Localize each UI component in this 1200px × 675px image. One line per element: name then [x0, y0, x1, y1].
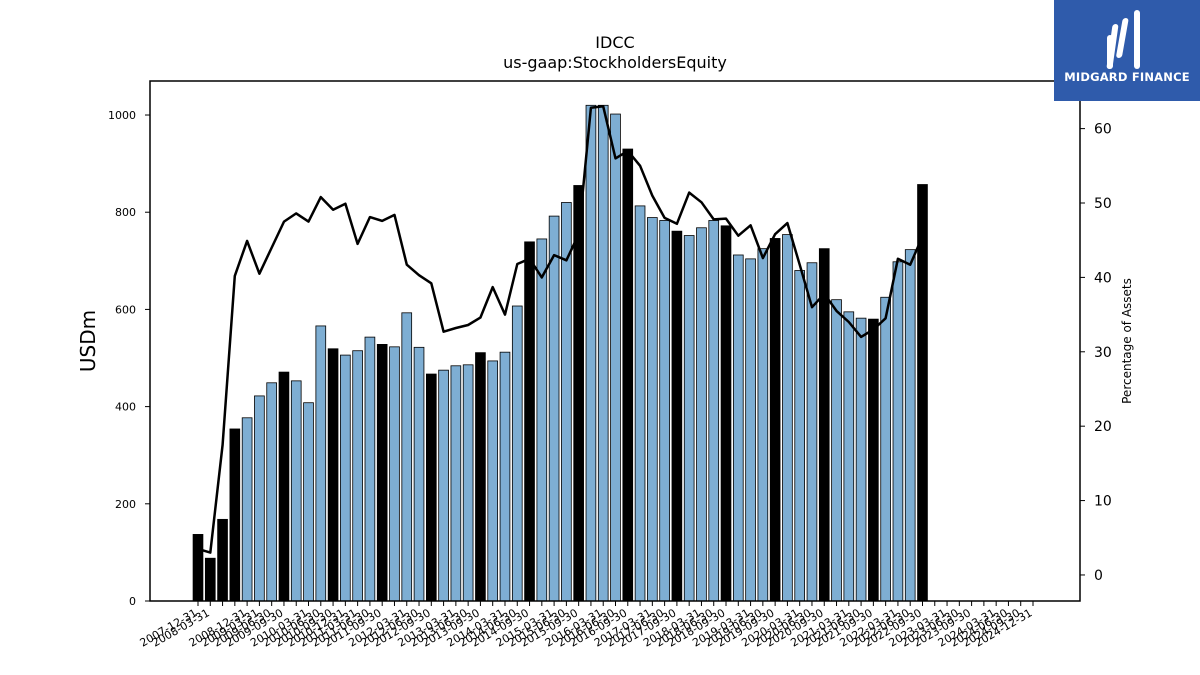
bar — [880, 296, 891, 602]
bar — [757, 248, 769, 602]
bar — [769, 238, 781, 602]
bar — [364, 336, 376, 602]
y-axis-label: USDm — [76, 310, 100, 372]
bar — [904, 249, 916, 602]
bar — [855, 317, 867, 602]
bar — [524, 241, 535, 602]
bar — [597, 104, 609, 602]
y2-tick-label: 40 — [1094, 270, 1112, 286]
bar — [425, 373, 437, 602]
bar — [413, 346, 425, 602]
bar — [573, 185, 584, 602]
bar — [192, 534, 204, 602]
bar — [622, 148, 634, 602]
line-layer — [197, 105, 924, 554]
y-axis-right: 0 10 20 30 40 50 60 — [1080, 122, 1112, 584]
bar — [585, 104, 597, 602]
bar — [204, 557, 216, 602]
bar — [683, 235, 695, 602]
percentage-line — [197, 105, 924, 554]
bar — [843, 311, 855, 602]
y2-tick-label: 10 — [1094, 494, 1112, 510]
bar — [487, 360, 499, 602]
bar — [659, 220, 670, 602]
bar — [278, 371, 290, 602]
bar — [254, 395, 265, 602]
chart-title: IDCC — [595, 33, 634, 52]
bar — [868, 318, 879, 602]
logo-mark-icon — [1106, 10, 1140, 69]
bar — [475, 352, 486, 602]
bar — [806, 262, 818, 602]
bar — [462, 364, 474, 602]
bar — [499, 351, 511, 602]
y-tick-label: 0 — [129, 595, 136, 608]
y-axis-left: 0 200 400 600 800 1000 — [108, 109, 150, 608]
bar — [720, 225, 732, 602]
bar — [818, 248, 830, 602]
bars-group — [192, 104, 928, 602]
bar — [536, 238, 548, 602]
bar — [241, 417, 253, 602]
y-tick-label: 400 — [115, 401, 136, 414]
bar — [389, 346, 400, 602]
bar — [438, 369, 449, 602]
bar — [352, 350, 363, 602]
bar — [745, 258, 756, 602]
bar — [340, 354, 351, 602]
x-axis: 2007-12-312008-03-312008-12-312009-03-31… — [138, 601, 1035, 650]
bar — [634, 205, 646, 602]
bar — [327, 348, 339, 602]
y-tick-label: 1000 — [108, 109, 136, 122]
logo-text: MIDGARD FINANCE — [1064, 70, 1190, 84]
bar — [217, 518, 228, 602]
bar — [561, 202, 572, 602]
bar — [831, 299, 842, 602]
bar — [376, 344, 388, 602]
bar — [548, 215, 560, 602]
y-tick-label: 800 — [115, 206, 136, 219]
bar — [782, 234, 793, 602]
y2-tick-label: 20 — [1094, 419, 1112, 435]
bar — [610, 113, 621, 602]
chart-subtitle: us-gaap:StockholdersEquity — [503, 53, 727, 72]
bar — [315, 325, 327, 602]
bar — [732, 254, 744, 602]
bar — [401, 312, 413, 602]
y-tick-label: 600 — [115, 303, 136, 316]
bar — [266, 382, 277, 602]
bar — [708, 220, 720, 602]
bar — [647, 217, 658, 602]
bar — [450, 365, 462, 602]
bar — [892, 261, 904, 602]
bar — [229, 428, 241, 602]
bar — [303, 402, 314, 602]
y-tick-label: 200 — [115, 498, 136, 511]
bar — [794, 270, 806, 602]
bar — [290, 380, 302, 602]
bar — [696, 227, 707, 602]
brand-logo: MIDGARD FINANCE — [1054, 0, 1200, 101]
y2-tick-label: 30 — [1094, 345, 1112, 361]
bar — [511, 305, 523, 602]
y2-axis-label: Percentage of Assets — [1120, 278, 1134, 404]
bar — [671, 230, 683, 602]
y2-tick-label: 60 — [1094, 122, 1112, 138]
y2-tick-label: 0 — [1094, 568, 1103, 584]
y2-tick-label: 50 — [1094, 196, 1112, 212]
